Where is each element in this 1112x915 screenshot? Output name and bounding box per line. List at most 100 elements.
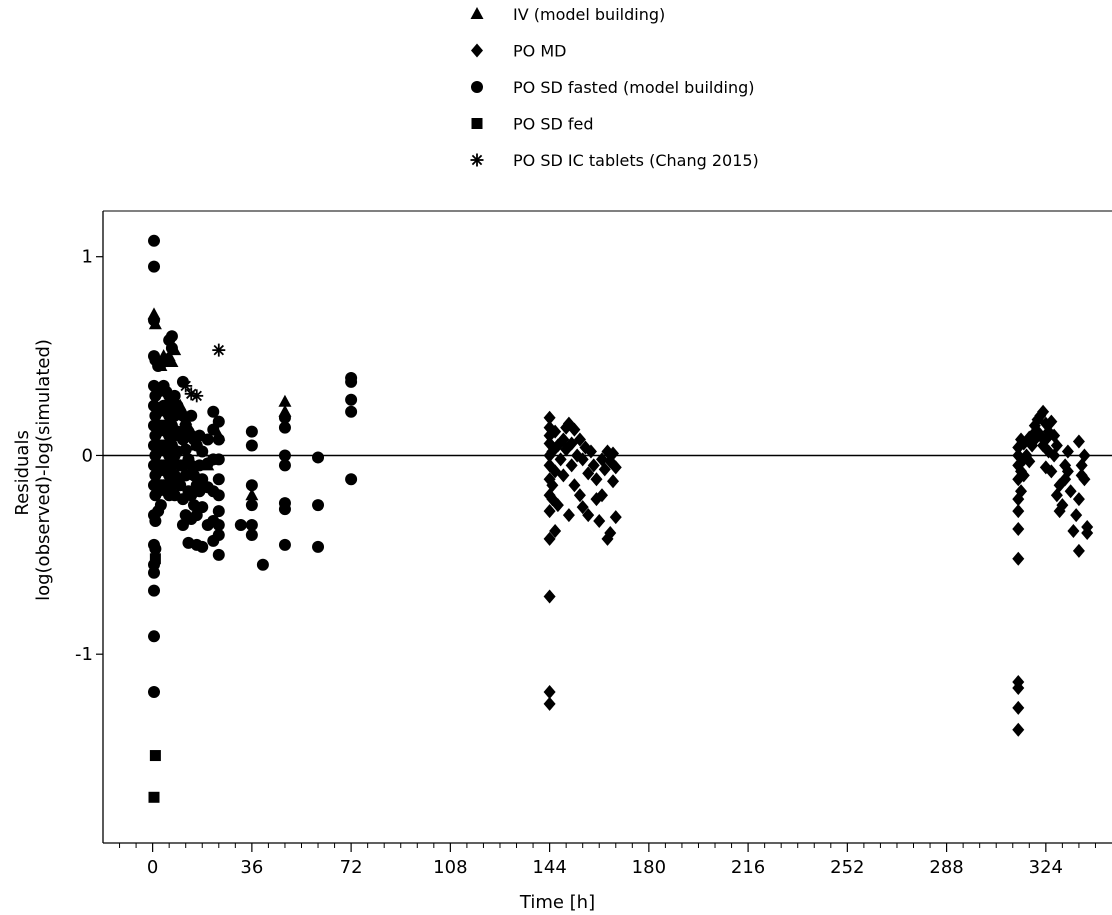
legend-item-po-sd-fed: PO SD fed xyxy=(471,115,594,134)
square-data-point xyxy=(149,553,161,565)
circle-data-point xyxy=(278,459,291,472)
diamond-data-point xyxy=(587,458,600,473)
circle-data-point xyxy=(201,433,214,446)
series-po-md xyxy=(543,404,1094,737)
circle-data-point xyxy=(278,538,291,551)
diamond-data-point xyxy=(562,508,575,523)
asterisk-data-point xyxy=(212,343,226,357)
circle-data-point xyxy=(345,393,358,406)
circle-data-point xyxy=(245,479,258,492)
square-data-point xyxy=(148,791,160,803)
diamond-data-point xyxy=(543,684,556,699)
diamond-data-point xyxy=(1078,448,1091,463)
circle-data-point xyxy=(196,540,209,553)
legend: IV (model building) PO MD PO SD fasted (mo… xyxy=(470,5,759,170)
triangle-data-point xyxy=(278,394,292,407)
diamond-data-point xyxy=(565,458,578,473)
circle-data-point xyxy=(212,489,225,502)
circle-data-point xyxy=(312,499,325,512)
legend-label: PO MD xyxy=(513,42,566,61)
y-axis-label: Residuals log(observed)-log(simulated) xyxy=(12,339,54,601)
circle-data-point xyxy=(245,528,258,541)
legend-item-po-md: PO MD xyxy=(471,42,566,61)
diamond-data-point xyxy=(546,478,559,493)
legend-triangle-icon xyxy=(470,7,484,19)
circle-data-point xyxy=(345,375,358,388)
x-tick-label: 216 xyxy=(731,857,765,878)
legend-asterisk-icon xyxy=(470,153,484,167)
diamond-data-point xyxy=(1012,551,1025,566)
circle-data-point xyxy=(312,451,325,464)
square-data-point xyxy=(149,750,161,762)
circle-data-point xyxy=(212,433,225,446)
circle-data-point xyxy=(185,459,198,472)
circle-data-point xyxy=(179,443,192,456)
y-axis-label-line-1: Residuals xyxy=(12,430,33,515)
diamond-data-point xyxy=(1081,525,1094,540)
circle-data-point xyxy=(176,519,189,532)
circle-data-point xyxy=(154,358,167,371)
diamond-data-point xyxy=(1012,521,1025,536)
circle-data-point xyxy=(196,501,209,514)
series-po-sd-fed xyxy=(148,553,161,803)
diamond-data-point xyxy=(1067,523,1080,538)
diamond-data-point xyxy=(582,466,595,481)
circle-data-point xyxy=(212,519,225,532)
diamond-data-point xyxy=(1045,414,1058,429)
diamond-data-point xyxy=(607,446,620,461)
circle-data-point xyxy=(345,405,358,418)
diamond-data-point xyxy=(1050,438,1063,453)
x-tick-label: 180 xyxy=(632,857,666,878)
legend-item-po-sd-fasted-model-building: PO SD fasted (model building) xyxy=(471,78,755,97)
circle-data-point xyxy=(278,411,291,424)
diamond-data-point xyxy=(1064,484,1077,499)
diamond-data-point xyxy=(1072,543,1085,558)
legend-circle-icon xyxy=(471,81,483,93)
x-tick-label: 72 xyxy=(340,857,363,878)
legend-item-po-sd-ic-tablets-chang-2015: PO SD IC tablets (Chang 2015) xyxy=(470,151,759,170)
diamond-data-point xyxy=(573,432,586,447)
diamond-data-point xyxy=(568,422,581,437)
circle-data-point xyxy=(312,540,325,553)
x-tick-label: 108 xyxy=(433,857,467,878)
y-tick-label: 0 xyxy=(82,445,93,466)
diamond-data-point xyxy=(543,410,556,425)
diamond-data-point xyxy=(584,444,597,459)
circle-data-point xyxy=(148,566,161,579)
diamond-data-point xyxy=(1015,484,1028,499)
circle-data-point xyxy=(245,439,258,452)
diamond-data-point xyxy=(1072,434,1085,449)
diamond-data-point xyxy=(543,504,556,519)
legend-label: IV (model building) xyxy=(513,5,665,24)
circle-data-point xyxy=(148,685,161,698)
legend-label: PO SD fasted (model building) xyxy=(513,78,755,97)
diamond-data-point xyxy=(576,452,589,467)
circle-data-point xyxy=(148,314,161,327)
legend-label: PO SD fed xyxy=(513,115,594,134)
asterisk-data-point xyxy=(179,379,193,393)
triangle-data-point xyxy=(245,488,259,501)
diamond-data-point xyxy=(1078,472,1091,487)
circle-data-point xyxy=(165,330,178,343)
diamond-data-point xyxy=(1061,444,1074,459)
circle-data-point xyxy=(212,505,225,518)
triangle-data-point xyxy=(165,355,179,368)
x-axis-label: Time [h] xyxy=(519,892,595,913)
diamond-data-point xyxy=(1012,700,1025,715)
legend-item-iv-model-building: IV (model building) xyxy=(470,5,665,24)
diamond-data-point xyxy=(1012,504,1025,519)
circle-data-point xyxy=(176,409,189,422)
x-tick-label: 36 xyxy=(240,857,263,878)
circle-data-point xyxy=(165,459,178,472)
circle-data-point xyxy=(278,449,291,462)
x-tick-label: 0 xyxy=(147,857,158,878)
x-tick-label: 324 xyxy=(1029,857,1063,878)
diamond-data-point xyxy=(1037,404,1050,419)
series-po-sd-ic-tablets-chang-2015 xyxy=(179,343,226,403)
circle-data-point xyxy=(212,415,225,428)
circle-data-point xyxy=(149,515,162,528)
diamond-data-point xyxy=(557,468,570,483)
asterisk-data-point xyxy=(184,387,198,401)
circle-data-point xyxy=(245,519,258,532)
